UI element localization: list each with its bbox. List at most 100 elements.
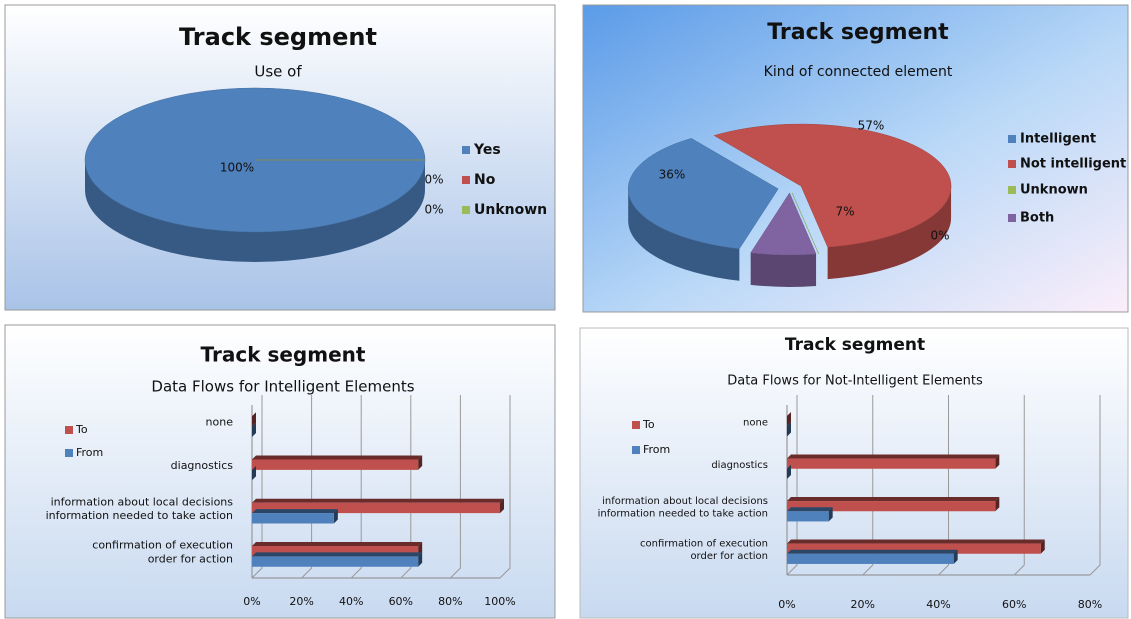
grid-line: [786, 395, 798, 576]
chart-title: Track segment: [785, 335, 925, 355]
x-tick-label: 0%: [243, 595, 260, 608]
x-tick-label: 40%: [339, 595, 363, 608]
legend-swatch: [1008, 135, 1016, 143]
bar: [787, 511, 829, 522]
x-tick-label: 80%: [1078, 598, 1102, 611]
legend-label: From: [643, 443, 670, 456]
pie-side: [750, 252, 817, 287]
bar-top: [787, 507, 833, 512]
data-label: 0%: [930, 229, 949, 243]
pie-side: [827, 186, 952, 280]
bar-top: [252, 541, 423, 546]
legend-swatch: [1008, 160, 1016, 168]
legend-label: No: [474, 172, 496, 188]
bar-top: [252, 552, 423, 557]
bar-end: [787, 422, 791, 437]
bar-top: [787, 539, 1045, 544]
chart-subtitle: Kind of connected element: [764, 64, 953, 80]
legend-swatch: [632, 446, 640, 454]
bar-end: [995, 454, 1000, 469]
data-label: 100%: [220, 161, 254, 175]
x-tick-label: 60%: [389, 595, 413, 608]
legend-label: From: [76, 446, 103, 459]
data-label: 0%: [424, 173, 443, 187]
chart-title: Track segment: [201, 343, 366, 367]
bar-end: [418, 552, 423, 567]
bar: [787, 543, 1041, 554]
bar-top: [252, 455, 423, 460]
legend-label: Yes: [473, 142, 501, 158]
legend-swatch: [462, 176, 470, 184]
legend-label: Unknown: [474, 202, 547, 218]
bar-end: [787, 412, 791, 427]
grid-line: [862, 395, 874, 576]
bar-top: [252, 498, 504, 503]
bar-end: [252, 412, 256, 427]
y-tick-label: information about local decisions informa…: [46, 495, 234, 522]
grid-line: [251, 395, 263, 579]
pie-side: [628, 188, 740, 281]
y-tick-label: none: [743, 417, 768, 428]
bar: [787, 501, 996, 512]
bar-end: [995, 497, 1000, 512]
pie-slice: [627, 138, 779, 250]
chart-title: Track segment: [767, 20, 949, 45]
data-label: 36%: [659, 168, 686, 182]
bar: [787, 458, 996, 469]
data-label: 0%: [424, 203, 443, 217]
grid-line: [499, 395, 511, 579]
x-tick-label: 0%: [778, 598, 795, 611]
y-tick-label: confirmation of execution order for actio…: [640, 539, 768, 563]
bar-top: [252, 509, 338, 514]
grid-line: [1013, 395, 1025, 576]
bar-end: [252, 422, 256, 438]
legend-label: Not intelligent: [1020, 157, 1126, 172]
pie-side: [85, 160, 425, 262]
bar-top: [787, 454, 1000, 459]
bar: [252, 459, 419, 470]
chart-title: Track segment: [179, 23, 377, 51]
x-tick-label: 40%: [926, 598, 950, 611]
legend-label: To: [642, 418, 655, 431]
bar-top: [787, 549, 958, 554]
pie-slice: [750, 192, 817, 256]
y-tick-label: information about local decisions informa…: [598, 496, 768, 520]
bar-end: [828, 507, 833, 522]
grid-line: [350, 395, 362, 579]
legend-label: Unknown: [1020, 183, 1088, 198]
grid-line: [450, 395, 461, 579]
data-label: 57%: [858, 119, 885, 133]
x-tick-label: 60%: [1002, 598, 1026, 611]
x-tick-label: 20%: [289, 595, 313, 608]
pie-slice: [713, 123, 952, 248]
chart-subtitle: Data Flows for Not-Intelligent Elements: [727, 374, 983, 389]
bar-end: [787, 464, 791, 479]
legend-swatch: [1008, 186, 1016, 194]
chart-subtitle: Use of: [254, 63, 302, 81]
bar: [252, 545, 419, 557]
grid-line: [301, 395, 313, 579]
bar-end: [252, 465, 256, 481]
legend-label: Both: [1020, 211, 1054, 226]
bar: [252, 556, 419, 567]
grid-line: [1089, 395, 1101, 576]
legend-swatch: [462, 206, 470, 214]
grid-line: [400, 395, 412, 579]
bar: [252, 513, 334, 524]
legend-swatch: [1008, 214, 1016, 222]
panel: [4, 324, 556, 619]
bar: [252, 502, 500, 514]
data-label: 7%: [835, 205, 854, 219]
bar-end: [500, 498, 504, 514]
x-tick-label: 20%: [851, 598, 875, 611]
bar: [787, 553, 954, 564]
panel: [579, 327, 1129, 619]
legend-swatch: [65, 449, 73, 457]
y-tick-label: diagnostics: [711, 460, 768, 471]
bar-end: [418, 455, 423, 470]
x-tick-label: 80%: [438, 595, 462, 608]
bar-end: [333, 509, 338, 524]
legend-label: Intelligent: [1020, 132, 1096, 147]
bar-end: [953, 549, 958, 564]
